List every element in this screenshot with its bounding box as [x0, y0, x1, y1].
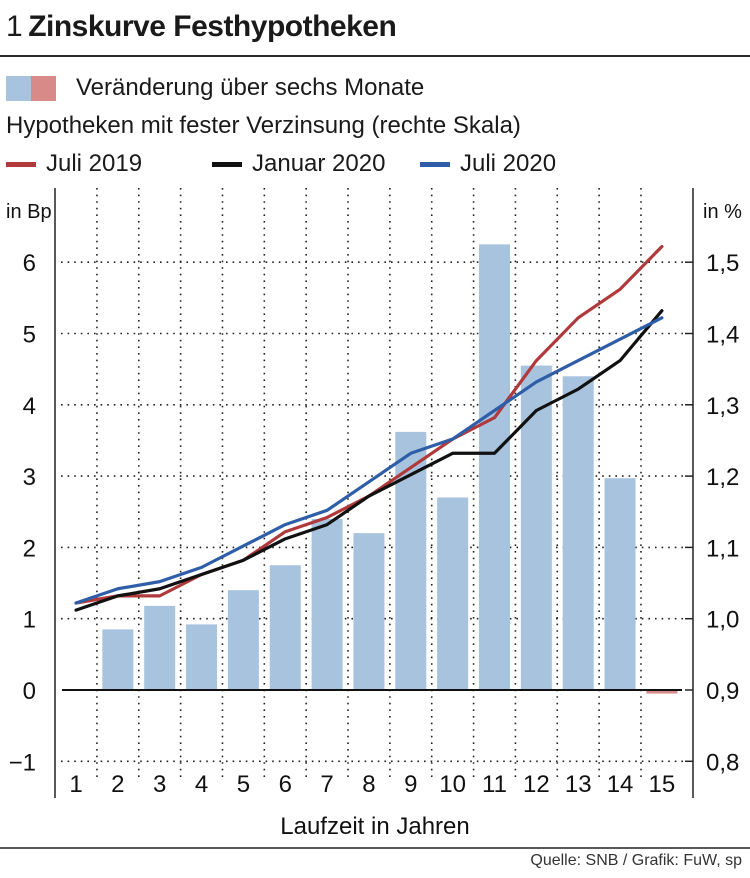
chart-title: 1 Zinskurve Festhypotheken: [6, 10, 397, 44]
source-note: Quelle: SNB / Grafik: FuW, sp: [530, 852, 742, 869]
bar-10: [437, 497, 469, 690]
chart-number: 1: [6, 10, 23, 43]
bar-12: [520, 365, 552, 690]
right-tick-label: 1,5: [706, 250, 739, 277]
left-tick-label: 6: [23, 250, 36, 277]
bar-legend-swatch-positive: [6, 75, 31, 101]
left-tick-label: 5: [23, 322, 36, 349]
chart-title-text: Zinskurve Festhypotheken: [28, 10, 397, 43]
legend-item-januar-2020: Januar 2020: [212, 150, 385, 178]
x-tick-label: 5: [237, 771, 250, 798]
left-tick-label: 1: [23, 607, 36, 634]
x-tick-label: 15: [649, 771, 676, 798]
legend-label-juli-2019: Juli 2019: [46, 150, 143, 177]
x-tick-label: 14: [607, 771, 634, 798]
bar-14: [604, 478, 636, 690]
x-tick-label: 7: [320, 771, 333, 798]
chart-subtitle: Hypotheken mit fester Verzinsung (rechte…: [6, 112, 521, 139]
bar-3: [144, 605, 176, 690]
x-tick-label: 11: [482, 771, 507, 798]
left-tick-label: 4: [23, 393, 36, 420]
bar-legend-swatch-negative: [31, 75, 56, 101]
right-tick-label: 0,8: [706, 749, 739, 776]
right-tick-label: 0,9: [706, 678, 739, 705]
legend-item-juli-2020: Juli 2020: [420, 150, 556, 178]
legend-line-juli-2020: [420, 161, 450, 167]
bar-6: [269, 565, 301, 690]
legend-item-juli-2019: Juli 2019: [6, 150, 142, 178]
bar-legend: Veränderung über sechs Monate: [6, 74, 424, 102]
x-tick-label: 1: [69, 771, 82, 798]
right-tick-label: 1,4: [706, 322, 739, 349]
legend-line-januar-2020: [212, 161, 242, 167]
left-tick-label: 3: [23, 464, 36, 491]
bar-8: [353, 533, 385, 690]
bar-13: [562, 376, 594, 690]
bar-5: [227, 590, 259, 690]
left-tick-label: −1: [9, 749, 36, 776]
left-tick-label: 2: [23, 535, 36, 562]
right-tick-label: 1,1: [706, 535, 739, 562]
legend-label-januar-2020: Januar 2020: [252, 150, 386, 177]
series-line-juli-2020: [74, 316, 664, 605]
left-tick-label: 0: [23, 678, 36, 705]
right-tick-label: 1,0: [706, 607, 739, 634]
bar-7: [311, 518, 343, 690]
right-tick-label: 1,2: [706, 464, 739, 491]
bar-15: [646, 690, 678, 694]
lines-group: [74, 244, 664, 612]
x-axis-title: Laufzeit in Jahren: [280, 813, 469, 840]
title-rule: [0, 55, 750, 57]
x-tick-label: 8: [362, 771, 375, 798]
bars-group: [102, 244, 678, 694]
x-tick-label: 3: [153, 771, 166, 798]
bar-2: [102, 629, 134, 690]
bar-11: [479, 244, 510, 690]
x-tick-label: 12: [523, 771, 550, 798]
right-tick-label: 1,3: [706, 393, 739, 420]
right-axis-label: in %: [703, 201, 742, 223]
x-tick-label: 6: [279, 771, 292, 798]
x-tick-label: 9: [404, 771, 417, 798]
x-tick-label: 13: [565, 771, 592, 798]
left-axis-label: in Bp: [6, 201, 52, 223]
x-tick-label: 2: [111, 771, 124, 798]
legend-line-juli-2019: [6, 161, 36, 167]
series-line-januar-2020: [74, 309, 664, 612]
bar-legend-label: Veränderung über sechs Monate: [76, 74, 425, 101]
legend-label-juli-2020: Juli 2020: [460, 150, 557, 177]
x-tick-label: 10: [439, 771, 466, 798]
x-tick-label: 4: [195, 771, 208, 798]
bar-4: [186, 624, 218, 690]
